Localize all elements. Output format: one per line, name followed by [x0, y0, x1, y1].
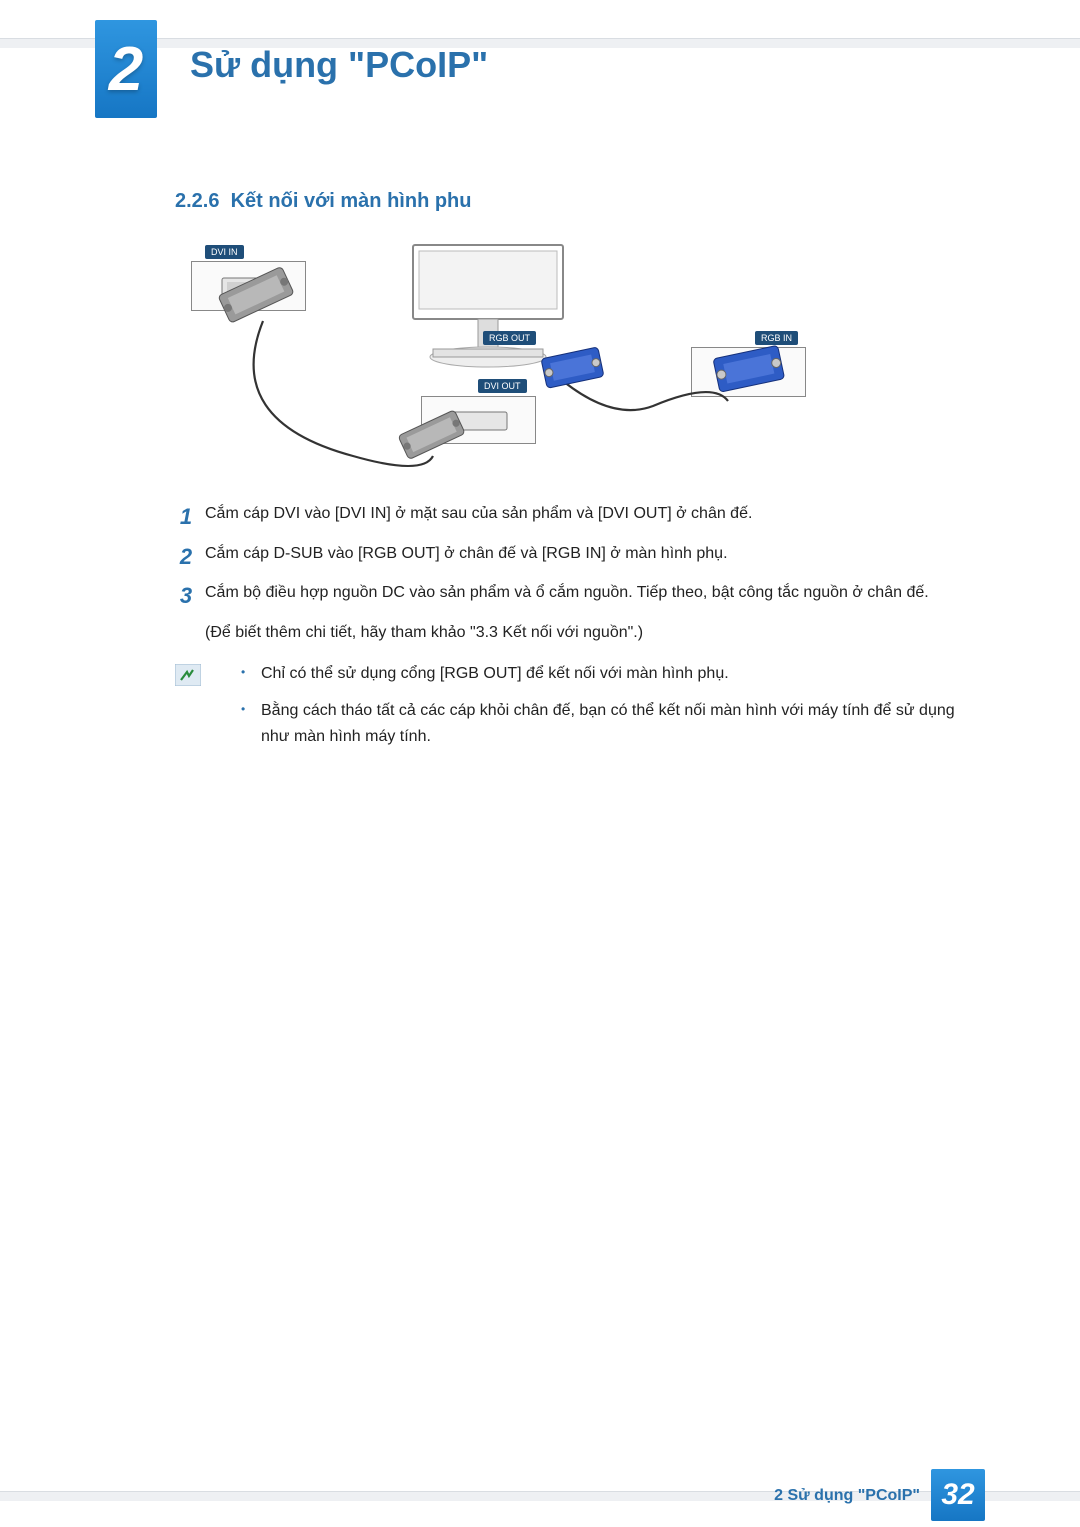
list-item: Chỉ có thể sử dụng cổng [RGB OUT] để kết…	[241, 661, 970, 687]
step-text: Cắm cáp DVI vào [DVI IN] ở mặt sau của s…	[205, 505, 752, 522]
label-rgb-in: RGB IN	[755, 331, 798, 345]
step-number: 3	[175, 578, 197, 613]
chapter-tab: 2	[95, 20, 157, 118]
step-number: 1	[175, 499, 197, 534]
page-number: 32	[941, 1478, 974, 1512]
page-content: 2.2.6 Kết nối với màn hình phu DVI IN RG…	[175, 190, 970, 761]
list-item: 1 Cắm cáp DVI vào [DVI IN] ở mặt sau của…	[175, 501, 970, 527]
step-text: Cắm bộ điều hợp nguồn DC vào sản phẩm và…	[205, 584, 929, 601]
footer-title: 2 Sử dụng "PCoIP"	[774, 1487, 920, 1505]
label-dvi-in: DVI IN	[205, 245, 244, 259]
list-item: 2 Cắm cáp D-SUB vào [RGB OUT] ở chân đế …	[175, 541, 970, 567]
section-number: 2.2.6	[175, 190, 219, 212]
label-dvi-out: DVI OUT	[478, 379, 527, 393]
note-icon	[175, 664, 201, 686]
list-item: 3 Cắm bộ điều hợp nguồn DC vào sản phẩm …	[175, 580, 970, 606]
step-number: 2	[175, 539, 197, 574]
chapter-title: Sử dụng "PCoIP"	[190, 44, 488, 86]
note-text: Bằng cách tháo tất cả các cáp khỏi chân …	[261, 702, 955, 745]
chapter-number: 2	[109, 34, 143, 105]
port-dvi-out	[421, 396, 536, 444]
section-title: Kết nối với màn hình phu	[231, 190, 472, 212]
connection-diagram: DVI IN RGB OUT DVI OUT RGB IN	[183, 241, 823, 471]
steps-list: 1 Cắm cáp DVI vào [DVI IN] ở mặt sau của…	[175, 501, 970, 606]
page-tab: 32	[931, 1469, 985, 1521]
dvi-port-icon-2	[422, 397, 537, 445]
header-rule	[0, 38, 1080, 48]
dvi-port-icon	[192, 262, 307, 312]
port-dvi-in	[191, 261, 306, 311]
note-text: Chỉ có thể sử dụng cổng [RGB OUT] để kết…	[261, 665, 729, 682]
port-rgb-in	[691, 347, 806, 397]
list-item: Bằng cách tháo tất cả các cáp khỏi chân …	[241, 698, 970, 751]
extra-note: (Để biết thêm chi tiết, hãy tham khảo "3…	[175, 620, 970, 646]
section-heading: 2.2.6 Kết nối với màn hình phu	[175, 190, 970, 213]
note-block: Chỉ có thể sử dụng cổng [RGB OUT] để kết…	[175, 661, 970, 760]
note-bullets: Chỉ có thể sử dụng cổng [RGB OUT] để kết…	[241, 661, 970, 760]
monitor-icon	[373, 241, 593, 401]
label-rgb-out: RGB OUT	[483, 331, 536, 345]
step-text: Cắm cáp D-SUB vào [RGB OUT] ở chân đế và…	[205, 545, 728, 562]
